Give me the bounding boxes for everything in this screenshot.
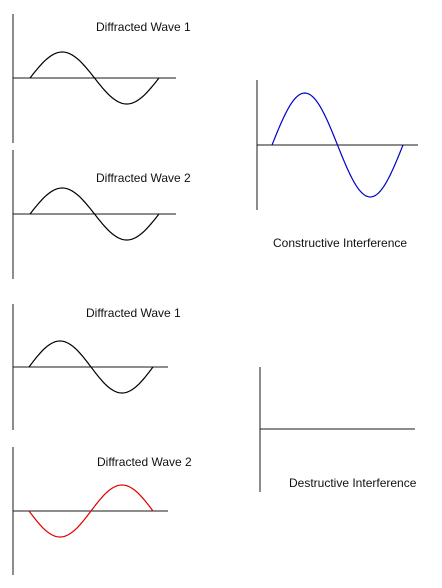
destructive-wave2-panel	[12, 447, 168, 575]
constructive-wave1-curve	[29, 51, 160, 105]
constructive-result-panel	[256, 80, 418, 210]
destructive-wave1-curve	[28, 340, 154, 394]
destructive-wave2-curve	[28, 484, 154, 538]
destructive-wave1-label: Diffracted Wave 1	[86, 306, 181, 320]
constructive-wave2-label: Diffracted Wave 2	[96, 171, 191, 185]
destructive-result-panel	[259, 367, 415, 492]
constructive-result-label: Constructive Interference	[273, 236, 408, 250]
destructive-wave1-panel	[12, 304, 168, 430]
constructive-wave1-label: Diffracted Wave 1	[96, 20, 191, 34]
constructive-result-curve	[271, 92, 404, 198]
destructive-result-label: Destructive Interference	[289, 476, 417, 490]
constructive-wave2-panel	[12, 150, 176, 279]
destructive-wave2-label: Diffracted Wave 2	[97, 455, 192, 469]
constructive-wave2-curve	[29, 187, 160, 241]
constructive-wave1-panel	[12, 14, 176, 143]
